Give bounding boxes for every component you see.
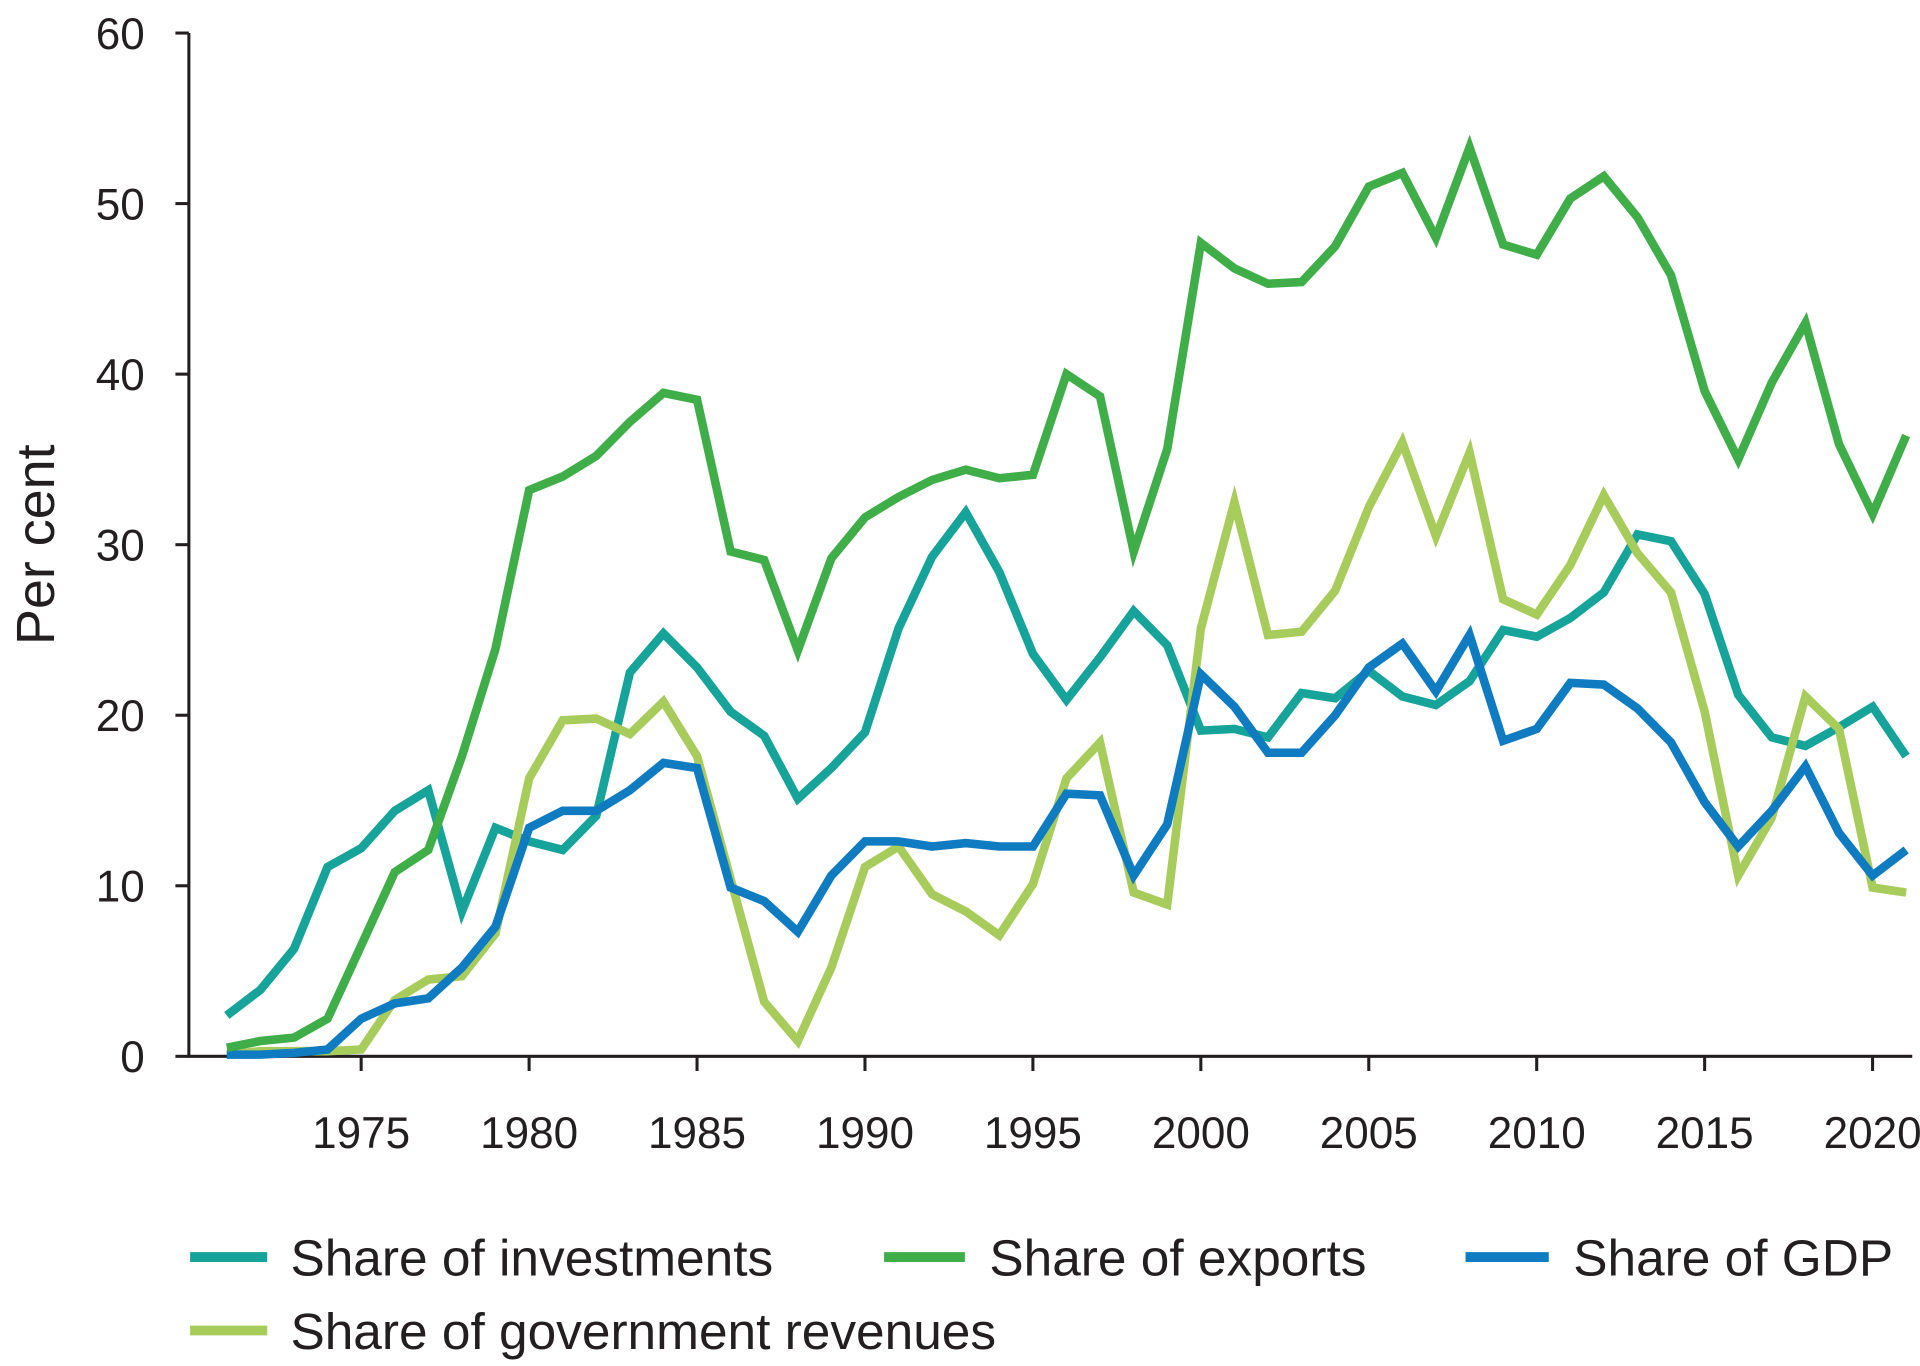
x-tick-label: 1975 xyxy=(312,1109,410,1158)
x-tick-label: 1995 xyxy=(984,1109,1082,1158)
y-tick-label: 40 xyxy=(96,351,145,400)
x-tick-label: 1990 xyxy=(816,1109,914,1158)
legend-item-investments: Share of investments xyxy=(190,1228,773,1286)
x-tick-label: 2015 xyxy=(1656,1109,1754,1158)
series-line-share-of-exports xyxy=(225,134,1911,1052)
y-axis-label: Per cent xyxy=(6,444,66,645)
y-tick-label: 50 xyxy=(96,181,145,230)
legend-item-government-revenues: Share of government revenues xyxy=(190,1302,996,1360)
legend-item-gdp: Share of GDP xyxy=(1465,1228,1893,1286)
series-line-share-of-investments xyxy=(224,504,1910,1019)
x-tick-label: 1980 xyxy=(480,1109,578,1158)
x-tick-label: 1985 xyxy=(648,1109,746,1158)
y-tick-label: 20 xyxy=(96,692,145,741)
axes xyxy=(187,33,1913,1058)
x-tick-label: 2020 xyxy=(1824,1109,1920,1158)
y-tick-label: 10 xyxy=(96,863,145,912)
legend-item-exports: Share of exports xyxy=(884,1228,1366,1286)
y-tick-label: 60 xyxy=(96,10,145,59)
legend-label: Share of government revenues xyxy=(290,1302,996,1360)
legend: Share of investments Share of exports Sh… xyxy=(190,1228,1893,1360)
y-tick-label: 30 xyxy=(96,522,145,571)
x-tick-label: 2005 xyxy=(1320,1109,1418,1158)
y-tick-label: 0 xyxy=(120,1033,145,1082)
x-tick-label: 2010 xyxy=(1488,1109,1586,1158)
legend-label: Share of GDP xyxy=(1573,1228,1893,1286)
x-tick-label: 2000 xyxy=(1152,1109,1250,1158)
legend-label: Share of exports xyxy=(989,1228,1366,1286)
series-line-share-of-gdp xyxy=(226,624,1909,1059)
legend-label: Share of investments xyxy=(290,1228,773,1286)
